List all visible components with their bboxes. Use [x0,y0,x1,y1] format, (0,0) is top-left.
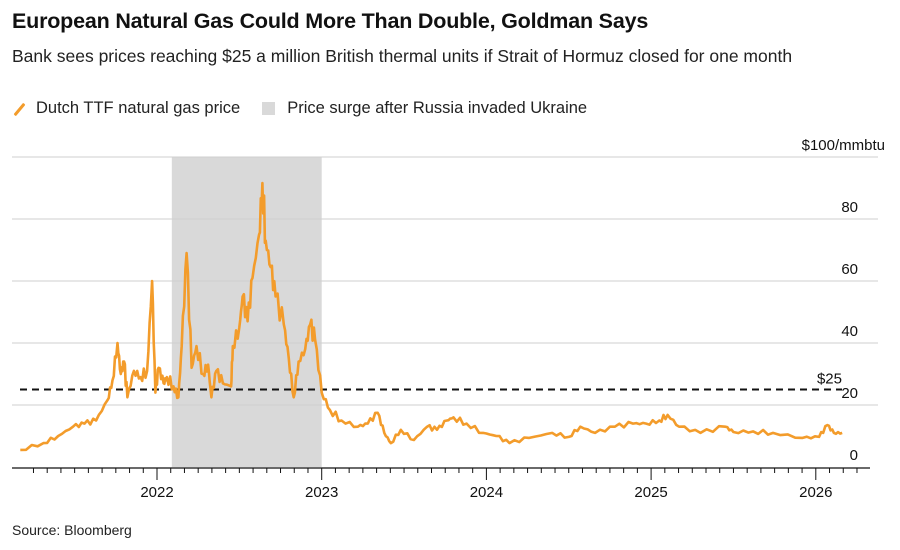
legend-label: Price surge after Russia invaded Ukraine [287,99,588,117]
box-swatch-icon [262,102,276,115]
chart-plot: $100/mmbtu 0 20 40 60 80 $25 2022 2023 2024 2025 20… [12,137,885,501]
reference-line-label: $25 [817,371,842,388]
x-tick-label: 2026 [799,484,832,501]
y-tick-label: 80 [841,199,858,216]
legend-item-surge: Price surge after Russia invaded Ukraine [262,99,587,118]
series-line-ttf [20,181,843,452]
y-unit-label: $100/mmbtu [802,137,885,154]
legend-label: Dutch TTF natural gas price [36,99,241,117]
chart-subtitle: Bank sees prices reaching $25 a million … [12,46,793,66]
x-tick-label: 2023 [305,484,338,501]
source-note: Source: Bloomberg [12,522,132,538]
legend: Dutch TTF natural gas price Price surge … [12,99,609,118]
y-tick-label: 40 [841,323,858,340]
x-tick-label: 2024 [470,484,503,501]
chart-title: European Natural Gas Could More Than Dou… [12,9,649,33]
x-tick-label: 2025 [634,484,667,501]
y-tick-label: 20 [841,385,858,402]
x-tick-label: 2022 [140,484,173,501]
y-tick-label: 60 [841,261,858,278]
y-tick-label: 0 [850,447,858,464]
legend-item-price: Dutch TTF natural gas price [12,99,240,118]
